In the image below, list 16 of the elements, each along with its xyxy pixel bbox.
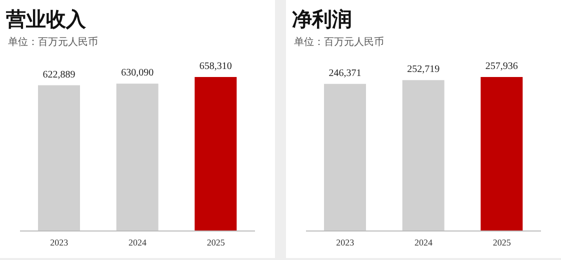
data-label: 658,310 [199,61,232,72]
data-label: 252,719 [407,64,440,76]
data-label: 246,371 [328,68,362,79]
x-tick-label: 2025 [492,237,512,248]
chart-subtitle: 单位：百万元人民币 [294,36,384,49]
data-label: 257,936 [485,61,518,72]
data-label: 622,889 [42,69,76,80]
data-label: 630,090 [121,68,154,79]
chart-title: 净利润 [292,6,352,33]
x-tick-label: 2023 [50,237,69,248]
x-tick-label: 2024 [414,237,433,248]
chart-subtitle: 单位：百万元人民币 [8,36,98,49]
chart-title: 营业收入 [6,6,86,33]
x-tick-label: 2025 [206,237,226,248]
x-tick-label: 2023 [336,237,355,248]
x-tick-label: 2024 [128,237,147,248]
